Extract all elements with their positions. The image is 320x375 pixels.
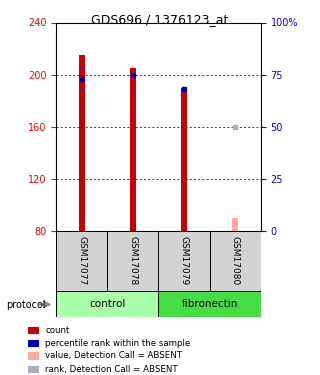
Bar [28, 366, 39, 373]
Bar [130, 68, 136, 231]
Point [79, 76, 84, 82]
Text: GDS696 / 1376123_at: GDS696 / 1376123_at [91, 13, 229, 26]
Bar [56, 231, 107, 291]
Text: GSM17079: GSM17079 [180, 236, 188, 285]
Text: fibronectin: fibronectin [181, 299, 238, 309]
Text: count: count [45, 326, 69, 335]
Text: GSM17078: GSM17078 [128, 236, 137, 285]
Bar [158, 231, 210, 291]
Text: GSM17077: GSM17077 [77, 236, 86, 285]
Bar [107, 231, 158, 291]
Text: GSM17080: GSM17080 [231, 236, 240, 285]
Bar [78, 55, 85, 231]
Point [233, 124, 238, 130]
Bar [28, 327, 39, 334]
Bar [181, 87, 187, 231]
Text: protocol: protocol [6, 300, 46, 310]
Text: rank, Detection Call = ABSENT: rank, Detection Call = ABSENT [45, 365, 178, 374]
Bar [28, 340, 39, 347]
Bar [232, 217, 238, 231]
Bar [56, 291, 158, 317]
Point [181, 86, 187, 92]
Text: value, Detection Call = ABSENT: value, Detection Call = ABSENT [45, 351, 182, 360]
Bar [158, 291, 261, 317]
Bar [28, 352, 39, 360]
Text: percentile rank within the sample: percentile rank within the sample [45, 339, 190, 348]
Point [130, 72, 135, 78]
Bar [210, 231, 261, 291]
Text: control: control [89, 299, 125, 309]
